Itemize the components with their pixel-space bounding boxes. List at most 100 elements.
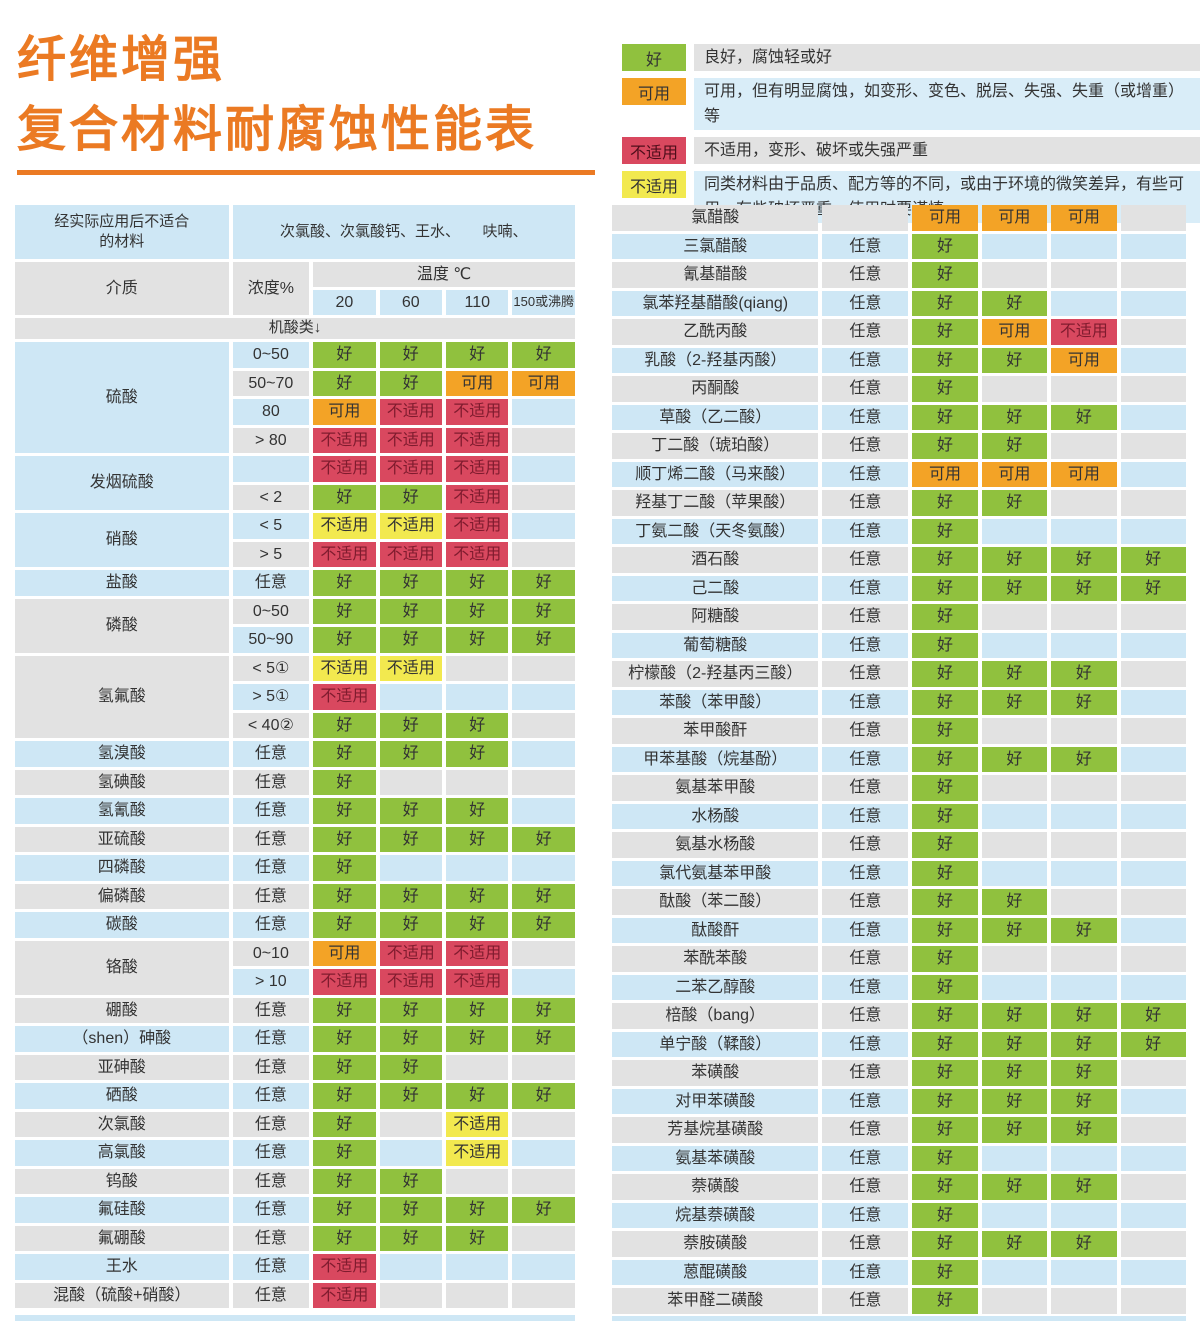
concentration-cell: 任意 bbox=[822, 461, 909, 487]
table-row: 硫酸 0~50 好好好好 bbox=[15, 342, 575, 453]
result-cell: 好 bbox=[379, 370, 443, 396]
table-row: （shen）砷酸 任意好好好好 bbox=[15, 1026, 575, 1052]
concentration-cell: 任意 bbox=[232, 1168, 310, 1194]
result-cell: 好 bbox=[912, 518, 978, 544]
result-cell-empty bbox=[1120, 1145, 1186, 1171]
concentration-cell: 任意 bbox=[822, 689, 909, 715]
concentration-cell: 任意 bbox=[822, 632, 909, 658]
medium-cell: 碳酸 bbox=[15, 912, 229, 938]
result-cell: 好 bbox=[512, 997, 575, 1023]
result-cell: 好 bbox=[512, 627, 575, 653]
chemical-name-cell: 蒽醌磺酸 bbox=[612, 1259, 819, 1285]
chemical-name-cell: 苯甲醛二磺酸 bbox=[612, 1288, 819, 1314]
chemical-name-cell: 柠檬酸（2-羟基丙三酸） bbox=[612, 661, 819, 687]
table-row: 氨基苯甲酸 任意好 bbox=[612, 775, 1186, 801]
title-line2: 复合材料耐腐蚀性能表 bbox=[17, 103, 538, 157]
result-cell-empty bbox=[1120, 1259, 1186, 1285]
result-cell-empty bbox=[981, 718, 1048, 744]
result-cell: 好 bbox=[379, 1026, 443, 1052]
medium-cell: 磷酸 bbox=[15, 598, 229, 653]
temperature-column-110: 110 bbox=[446, 290, 509, 315]
unsuitable-materials-value: 次氯酸、次氯酸钙、王水、 呋喃、 bbox=[232, 205, 575, 259]
legend-row: 可用 可用，但有明显腐蚀，如变形、变色、脱层、失强、失重（或增重）等 bbox=[622, 78, 1200, 130]
result-cell: 不适用 bbox=[446, 427, 509, 453]
table-row: > 80 不适用 不适用 不适用 bbox=[15, 427, 575, 453]
result-cell: 好 bbox=[981, 889, 1048, 915]
concentration-cell: 任意 bbox=[822, 1145, 909, 1171]
result-cell: 好 bbox=[912, 832, 978, 858]
result-cell-empty bbox=[1120, 1202, 1186, 1228]
result-cell: 好 bbox=[446, 1225, 509, 1251]
result-cell-empty bbox=[1051, 832, 1117, 858]
result-cell: 好 bbox=[912, 661, 978, 687]
result-cell: 好 bbox=[512, 342, 575, 368]
concentration-cell: 任意 bbox=[232, 741, 310, 767]
result-cell-empty bbox=[981, 1259, 1048, 1285]
result-cell: 好 bbox=[446, 627, 509, 653]
result-cell: 好 bbox=[912, 490, 978, 516]
table-row: 50~70 好好可用 可用 bbox=[15, 370, 575, 396]
result-cell: 好 bbox=[379, 484, 443, 510]
result-cell: 不适用 bbox=[313, 969, 376, 995]
unsuitable-materials-label: 经实际应用后不适合 的材料 bbox=[15, 205, 229, 259]
result-cell: 好 bbox=[912, 1202, 978, 1228]
table-row: 草酸（乙二酸） 任意好好好 bbox=[612, 404, 1186, 430]
chemical-name-cell: 乳酸（2-羟基丙酸） bbox=[612, 347, 819, 373]
result-cell-empty bbox=[1051, 518, 1117, 544]
result-cell: 好 bbox=[379, 798, 443, 824]
result-cell-empty bbox=[512, 1111, 575, 1137]
table-row: 亚硫酸 任意好好好好 bbox=[15, 826, 575, 852]
result-cell: 好 bbox=[512, 1083, 575, 1109]
result-cell: 好 bbox=[313, 769, 376, 795]
medium-cell: 四磷酸 bbox=[15, 855, 229, 881]
result-cell: 好 bbox=[1051, 1031, 1117, 1057]
table-row: 高氯酸 任意好 不适用 bbox=[15, 1140, 575, 1166]
result-cell: 不适用 bbox=[379, 399, 443, 425]
result-cell-empty bbox=[379, 769, 443, 795]
concentration-cell: 任意 bbox=[232, 1140, 310, 1166]
result-cell: 不适用 bbox=[446, 484, 509, 510]
concentration-cell: > 5 bbox=[232, 541, 310, 567]
result-cell: 好 bbox=[981, 1060, 1048, 1086]
medium-header: 介质 bbox=[15, 262, 229, 315]
result-cell: 好 bbox=[379, 1083, 443, 1109]
table-row: 芳基烷基磺酸 任意好好好 bbox=[612, 1117, 1186, 1143]
table-row: 盐酸 任意好好好好 bbox=[15, 570, 575, 596]
result-cell-empty bbox=[981, 262, 1048, 288]
concentration-cell: 任意 bbox=[232, 570, 310, 596]
result-cell-empty bbox=[981, 832, 1048, 858]
table-row: 氟硼酸 任意好好好 bbox=[15, 1225, 575, 1251]
result-cell-empty bbox=[1051, 803, 1117, 829]
table-row: 单宁酸（鞣酸） 任意好好好好 bbox=[612, 1031, 1186, 1057]
result-cell-empty bbox=[1051, 262, 1117, 288]
result-cell: 好 bbox=[313, 1197, 376, 1223]
result-cell-empty bbox=[1051, 974, 1117, 1000]
result-cell: 好 bbox=[912, 404, 978, 430]
concentration-cell: < 5① bbox=[232, 655, 310, 681]
result-cell-empty bbox=[1120, 1117, 1186, 1143]
concentration-header: 浓度% bbox=[232, 262, 310, 315]
medium-cell: 硝酸 bbox=[15, 513, 229, 567]
result-cell: 好 bbox=[912, 1117, 978, 1143]
table-row: 丁氨二酸（天冬氨酸） 任意好 bbox=[612, 518, 1186, 544]
result-cell: 好 bbox=[981, 1174, 1048, 1200]
table-row: 甲苯基酸（烷基酚） 任意好好好 bbox=[612, 746, 1186, 772]
concentration-cell: 任意 bbox=[822, 775, 909, 801]
medium-cell: 亚砷酸 bbox=[15, 1054, 229, 1080]
result-cell: 不适用 bbox=[313, 684, 376, 710]
table-row: 葡萄糖酸 任意好 bbox=[612, 632, 1186, 658]
concentration-cell: 任意 bbox=[822, 1231, 909, 1257]
result-cell: 好 bbox=[981, 1003, 1048, 1029]
result-cell-empty bbox=[512, 655, 575, 681]
table-row: 苯甲酸酐 任意好 bbox=[612, 718, 1186, 744]
result-cell-empty bbox=[512, 427, 575, 453]
result-cell-empty bbox=[981, 233, 1048, 259]
chemical-name-cell: 氯苯羟基醋酸(qiang) bbox=[612, 290, 819, 316]
result-cell: 好 bbox=[981, 547, 1048, 573]
concentration-cell: 任意 bbox=[232, 1054, 310, 1080]
result-cell: 好 bbox=[446, 826, 509, 852]
chemical-name-cell: 二苯乙醇酸 bbox=[612, 974, 819, 1000]
result-cell-empty bbox=[1120, 775, 1186, 801]
result-cell-empty bbox=[981, 1288, 1048, 1314]
result-cell: 不适用 bbox=[446, 399, 509, 425]
